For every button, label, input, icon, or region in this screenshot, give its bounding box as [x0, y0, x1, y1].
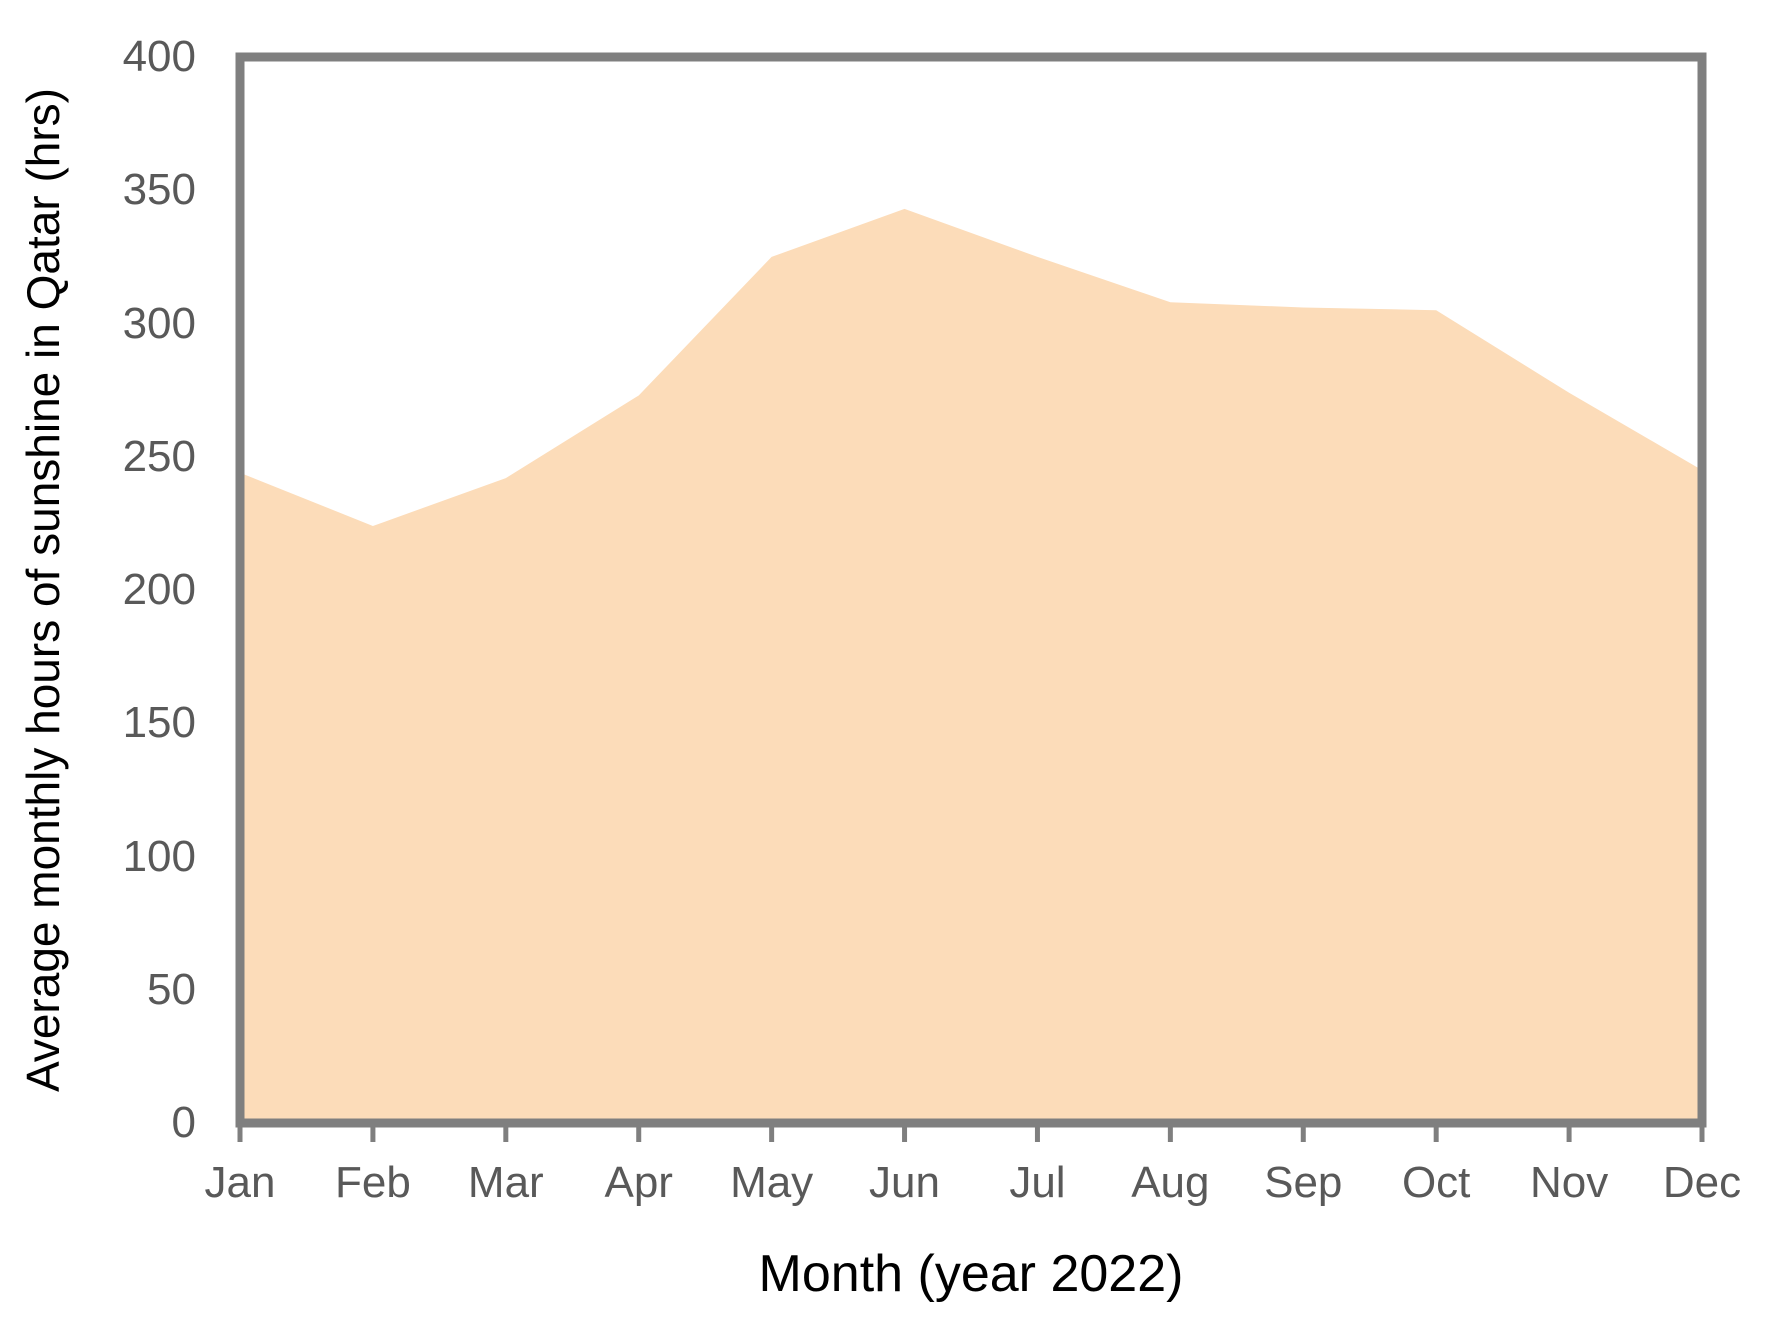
- x-tick-label: Dec: [1662, 1158, 1742, 1207]
- x-tick-label: Aug: [1131, 1158, 1210, 1207]
- y-tick-label: 150: [122, 698, 196, 748]
- y-tick-label: 0: [171, 1098, 196, 1147]
- area-series-polygon: [240, 208, 1702, 1123]
- x-tick-label: Oct: [1401, 1158, 1471, 1207]
- x-tick-label: Jan: [204, 1158, 276, 1207]
- x-tick-label: Mar: [467, 1158, 544, 1207]
- x-tick-label: Jul: [1009, 1158, 1066, 1207]
- x-tick-label: Sep: [1264, 1158, 1343, 1207]
- x-axis-title: Month (year 2022): [758, 1245, 1184, 1303]
- x-tick-label: May: [730, 1158, 814, 1207]
- x-tick-label: Jun: [869, 1158, 940, 1207]
- y-tick-label: 50: [147, 964, 196, 1014]
- plot-border: [235, 52, 1707, 1128]
- y-tick-label: 300: [122, 298, 196, 348]
- x-tick-label: Apr: [604, 1158, 673, 1207]
- y-tick-label: 250: [122, 431, 196, 481]
- x-tick-label: Nov: [1529, 1158, 1609, 1207]
- y-tick-label: 200: [122, 565, 196, 614]
- y-tick-label: 100: [122, 831, 196, 881]
- y-axis-title: Average monthly hours of sunshine in Qat…: [17, 88, 69, 1092]
- x-tick-label: Feb: [334, 1158, 411, 1207]
- y-tick-label: 400: [122, 32, 196, 81]
- y-tick-label: 350: [122, 165, 196, 215]
